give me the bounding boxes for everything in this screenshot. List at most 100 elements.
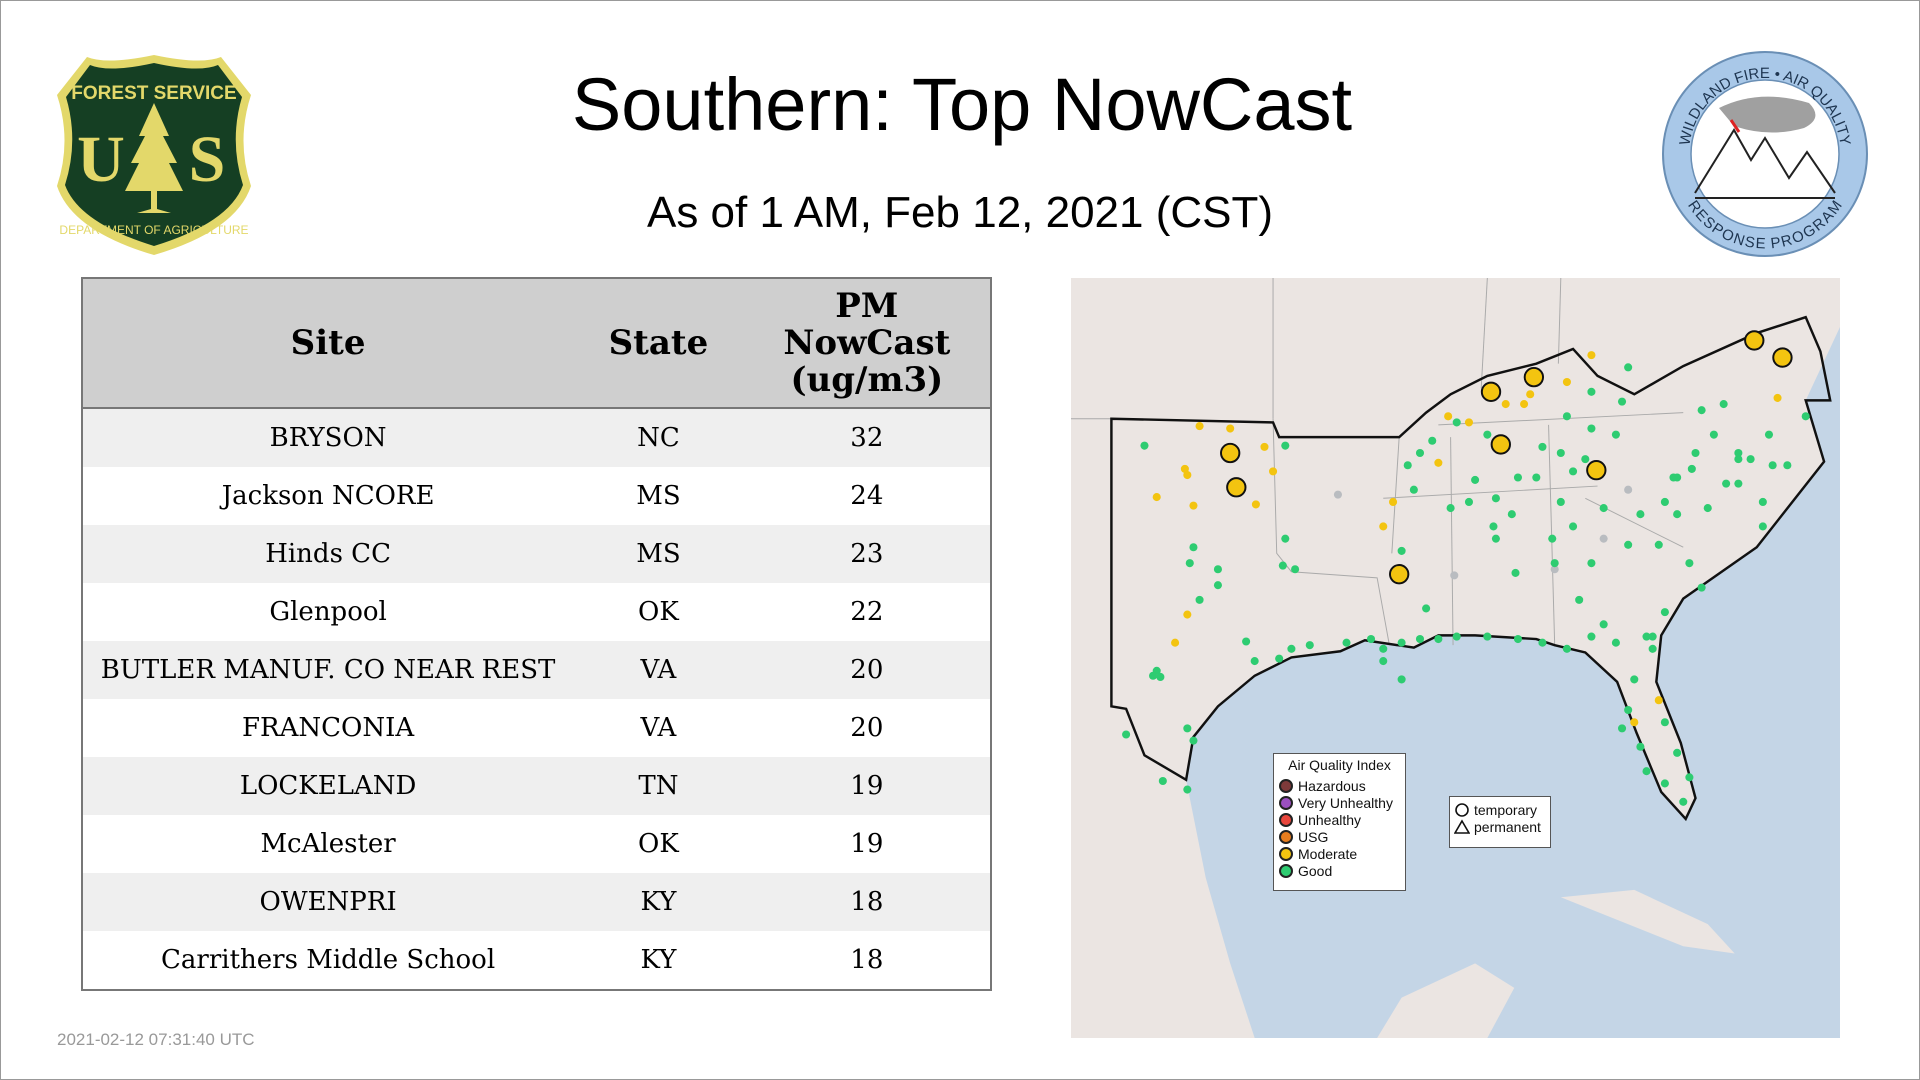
site-marker-good	[1464, 497, 1474, 506]
site-marker-good	[1758, 522, 1767, 531]
site-marker-moderate	[1389, 497, 1398, 506]
top-site-marker	[1220, 442, 1241, 464]
site-marker-moderate	[1587, 351, 1596, 360]
site-marker-good	[1434, 634, 1443, 644]
site-marker-good	[1669, 473, 1678, 482]
top-site-marker	[1744, 330, 1765, 351]
forest-service-logo: FOREST SERVICE U S DEPARTMENT OF AGRICUL…	[57, 55, 251, 255]
site-marker-good	[1569, 467, 1578, 476]
site-marker-good	[1397, 638, 1406, 647]
site-marker-good	[1660, 608, 1669, 617]
svg-text:S: S	[189, 123, 226, 196]
site-marker-good	[1562, 412, 1571, 421]
cell-site: LOCKELAND	[82, 757, 574, 815]
site-marker-good	[1617, 397, 1627, 406]
site-marker-good	[1532, 473, 1541, 482]
site-marker-good	[1611, 430, 1620, 439]
site-marker-moderate	[1180, 464, 1189, 473]
site-marker-good	[1624, 705, 1633, 715]
site-marker-good	[1183, 785, 1192, 794]
site-marker-good	[1587, 559, 1596, 568]
legend-very-unhealthy: Very Unhealthy	[1274, 794, 1405, 811]
site-marker-moderate	[1183, 470, 1192, 480]
site-marker-good	[1719, 400, 1728, 409]
column-header-site: Site	[82, 278, 574, 409]
site-marker-good	[1483, 430, 1492, 439]
site-marker-good	[1660, 718, 1669, 727]
aqi-map	[1071, 278, 1840, 1038]
site-marker-good	[1673, 748, 1682, 757]
site-marker-good	[1281, 441, 1290, 450]
legend-unhealthy: Unhealthy	[1274, 811, 1405, 828]
legend-moderate: Moderate	[1274, 845, 1405, 862]
legend-usg: USG	[1274, 828, 1405, 845]
table-row: Glenpool OK 22	[82, 583, 991, 641]
site-marker-good	[1768, 461, 1777, 470]
site-marker-good	[1636, 510, 1645, 519]
site-marker-good	[1746, 455, 1755, 464]
site-marker-good	[1471, 475, 1480, 484]
cell-site: BRYSON	[82, 408, 574, 467]
site-marker-moderate	[1189, 501, 1198, 510]
site-marker-good	[1691, 448, 1700, 458]
site-marker-good	[1685, 773, 1694, 782]
site-marker-good	[1709, 430, 1718, 439]
table-row: BUTLER MANUF. CO NEAR REST VA 20	[82, 641, 991, 699]
cell-state: KY	[573, 873, 744, 931]
legend-label: Moderate	[1298, 845, 1358, 862]
site-marker-good	[1587, 632, 1596, 641]
site-markers	[1122, 330, 1810, 806]
site-marker-good	[1158, 776, 1167, 786]
cell-state: TN	[573, 757, 744, 815]
site-marker-moderate	[1260, 442, 1269, 451]
cell-nowcast: 19	[743, 757, 991, 815]
site-marker-nodata	[1550, 565, 1559, 574]
cell-state: MS	[573, 525, 744, 583]
legend-label: USG	[1298, 828, 1329, 845]
site-marker-good	[1379, 657, 1388, 666]
aqi-color-swatch	[1279, 829, 1293, 844]
top-nowcast-table: Site State PM NowCast (ug/m3) BRYSON NC 32 Ja…	[81, 277, 992, 991]
aqi-legend-title: Air Quality Index	[1288, 757, 1391, 773]
site-marker-good	[1734, 455, 1743, 464]
site-marker-good	[1149, 671, 1158, 680]
site-marker-good	[1636, 742, 1645, 751]
legend-good: Good	[1274, 862, 1405, 879]
site-marker-moderate	[1269, 467, 1278, 476]
site-marker-moderate	[1171, 638, 1180, 647]
site-marker-good	[1660, 779, 1669, 788]
site-marker-good	[1703, 504, 1712, 513]
site-marker-good	[1697, 583, 1706, 592]
site-marker-good	[1556, 497, 1565, 506]
site-marker-good	[1291, 565, 1300, 574]
aqi-color-swatch	[1279, 778, 1293, 793]
site-marker-good	[1642, 767, 1651, 776]
site-marker-nodata	[1333, 490, 1342, 499]
site-marker-good	[1242, 637, 1251, 646]
cell-site: FRANCONIA	[82, 699, 574, 757]
site-marker-good	[1415, 634, 1425, 644]
legend-temporary: temporary	[1450, 801, 1550, 818]
cell-nowcast: 23	[743, 525, 991, 583]
site-marker-good	[1673, 510, 1682, 519]
site-marker-good	[1213, 581, 1222, 590]
site-marker-good	[1648, 632, 1657, 641]
cell-state: MS	[573, 467, 744, 525]
site-marker-good	[1611, 638, 1620, 647]
site-marker-good	[1575, 595, 1584, 604]
circle-icon	[1455, 802, 1469, 817]
column-header-state: State	[573, 278, 744, 409]
site-marker-good	[1305, 641, 1314, 650]
table-row: McAlester OK 19	[82, 815, 991, 873]
aqi-color-swatch	[1279, 863, 1293, 878]
cell-state: OK	[573, 815, 744, 873]
site-marker-good	[1550, 559, 1559, 568]
cell-state: KY	[573, 931, 744, 990]
site-marker-good	[1189, 543, 1198, 552]
site-marker-good	[1281, 534, 1290, 543]
site-marker-good	[1581, 455, 1590, 464]
cell-state: NC	[573, 408, 744, 467]
legend-label: Hazardous	[1298, 777, 1366, 794]
top-site-marker	[1772, 347, 1793, 368]
site-marker-good	[1758, 497, 1767, 506]
